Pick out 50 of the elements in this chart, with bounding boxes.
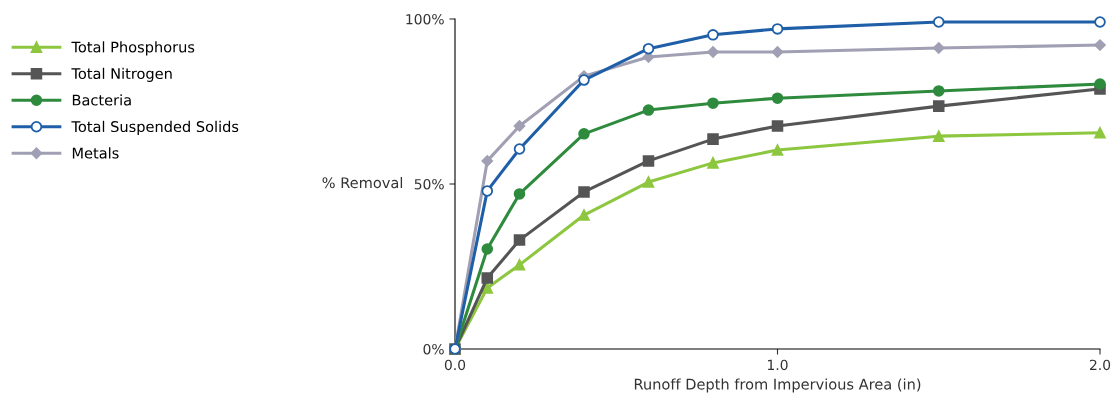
legend-label: Total Suspended Solids bbox=[71, 120, 239, 135]
legend-label: Bacteria bbox=[72, 94, 131, 106]
point bbox=[513, 120, 526, 132]
point bbox=[642, 104, 655, 116]
point bbox=[1094, 16, 1106, 28]
point bbox=[771, 23, 784, 35]
point bbox=[707, 29, 719, 41]
point bbox=[707, 133, 719, 145]
point bbox=[481, 155, 494, 167]
y-tick-label: 0% bbox=[423, 343, 444, 355]
point bbox=[513, 188, 526, 200]
point bbox=[578, 186, 590, 198]
point bbox=[481, 282, 494, 294]
x-axis-title: Runoff Depth from Impervious Area (in) bbox=[634, 378, 921, 393]
x-tick-label: 2.0 bbox=[1089, 359, 1111, 371]
point bbox=[481, 272, 494, 284]
y-tick-label: 50% bbox=[414, 178, 444, 190]
point bbox=[771, 144, 784, 156]
point bbox=[932, 85, 945, 97]
point bbox=[932, 130, 945, 142]
point bbox=[642, 176, 655, 188]
point bbox=[932, 100, 945, 112]
point bbox=[578, 209, 590, 221]
point bbox=[707, 157, 719, 169]
x-tick-label: 1.0 bbox=[767, 359, 788, 371]
point bbox=[513, 259, 526, 271]
point bbox=[642, 155, 655, 167]
point bbox=[1094, 78, 1106, 90]
legend-label: Total Phosphorus bbox=[71, 41, 195, 56]
x-tick-label: 0.0 bbox=[444, 359, 466, 371]
point bbox=[771, 92, 784, 104]
legend-label: Metals bbox=[72, 147, 119, 159]
y-tick-label: 100% bbox=[406, 13, 444, 25]
point bbox=[1094, 39, 1106, 51]
point bbox=[707, 46, 719, 58]
point bbox=[481, 185, 494, 197]
point bbox=[513, 143, 526, 155]
point bbox=[771, 120, 784, 132]
point bbox=[1094, 127, 1106, 139]
point bbox=[578, 74, 590, 86]
point bbox=[771, 46, 784, 58]
point bbox=[642, 42, 655, 55]
point bbox=[513, 234, 526, 246]
point bbox=[932, 42, 945, 54]
point bbox=[481, 243, 494, 255]
point bbox=[932, 16, 945, 28]
y-axis-title: % Removal bbox=[322, 176, 403, 189]
point bbox=[578, 128, 590, 140]
legend-label: Total Nitrogen bbox=[71, 67, 172, 82]
point bbox=[707, 97, 719, 109]
